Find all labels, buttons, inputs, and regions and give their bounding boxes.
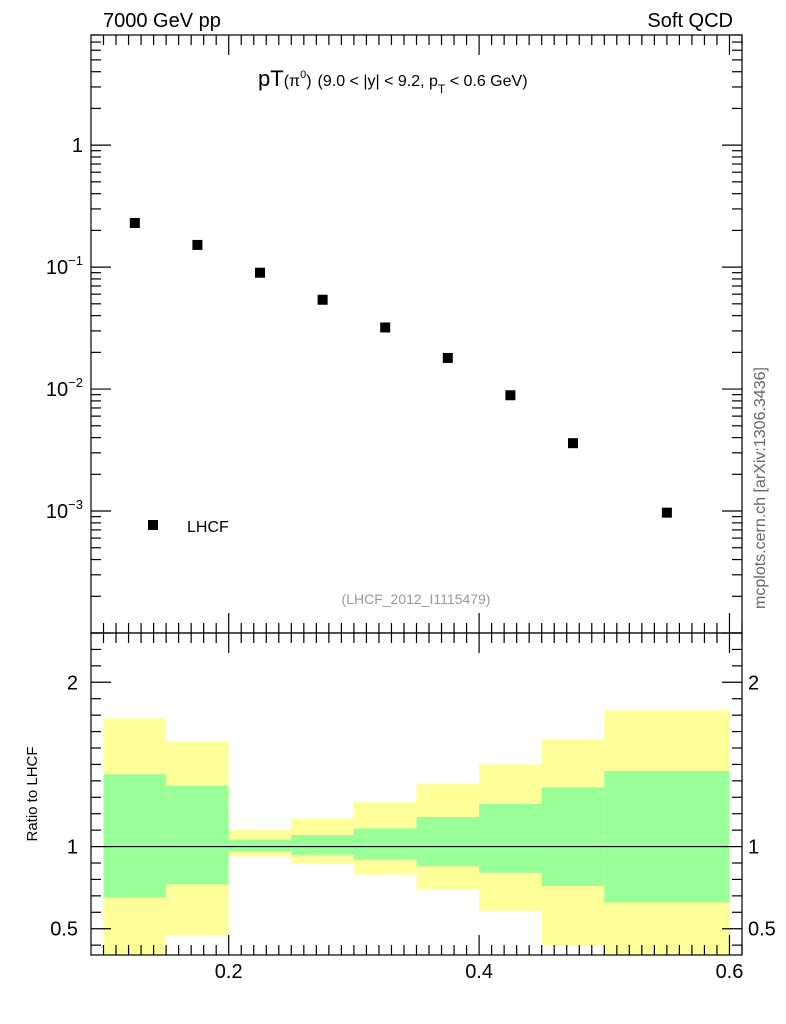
- ratio-band-inner-group: [103, 771, 730, 903]
- header-right-title: Soft QCD: [647, 10, 733, 32]
- x-tick-label: 0.6: [716, 961, 744, 983]
- data-point: [505, 390, 516, 401]
- legend-marker: [148, 520, 158, 530]
- main-y-tick-label: 10−3: [46, 497, 83, 523]
- ratio-y-tick-label-left: 0.5: [50, 919, 78, 941]
- ratio-y-axis-label: Ratio to LHCF: [24, 746, 41, 841]
- analysis-tag: (LHCF_2012_I1115479): [342, 591, 491, 607]
- ratio-band-inner-1: [166, 785, 229, 885]
- data-point: [567, 438, 578, 449]
- ratio-x-ticks: 0.2 0.4 0.6: [102, 633, 744, 983]
- main-panel-frame: [90, 34, 743, 634]
- legend-label: LHCF: [187, 519, 229, 536]
- plot-title-particle-sup: 0: [300, 69, 306, 81]
- ratio-band-inner-4: [353, 828, 417, 860]
- plot-title: pT(π0) (9.0 < |y| < 9.2, pT < 0.6 GeV): [258, 66, 528, 96]
- data-point: [380, 322, 391, 333]
- main-y-tick-base: 10: [46, 257, 68, 279]
- data-point: [317, 294, 328, 305]
- ratio-y-tick-label-right: 2: [748, 672, 759, 694]
- main-y-tick-exp: −3: [68, 497, 83, 512]
- ratio-band-inner-7: [541, 787, 605, 886]
- main-y-tick-exp: −1: [68, 253, 83, 268]
- plot-title-particle: (π: [284, 73, 300, 90]
- ratio-band-inner-0: [103, 774, 167, 898]
- ratio-band-inner-5: [416, 817, 480, 867]
- main-y-ticks: 110−110−210−3: [46, 34, 742, 634]
- plot-title-cuts-pre: (9.0 < |y| < 9.2, p: [318, 73, 438, 90]
- plot-title-cuts-post: < 0.6 GeV): [445, 73, 527, 90]
- ratio-y-ticks: 0.5 0.5 1 1 2 2: [50, 632, 776, 946]
- ratio-y-tick-label-left: 2: [67, 672, 78, 694]
- ratio-band-inner-2: [228, 840, 292, 852]
- ratio-band-inner-3: [291, 835, 354, 855]
- plot-title-main: pT: [258, 66, 284, 91]
- ratio-y-tick-label-left: 1: [67, 837, 78, 859]
- main-y-tick-label: 10−1: [46, 253, 83, 279]
- main-y-tick-exp: −2: [68, 375, 83, 390]
- main-y-tick-base: 1: [72, 135, 83, 157]
- main-y-tick-label: 1: [72, 135, 83, 157]
- side-source-label: mcplots.cern.ch [arXiv:1306.3436]: [752, 367, 769, 609]
- main-x-ticks: [102, 35, 743, 633]
- data-point: [192, 239, 203, 250]
- main-y-tick-base: 10: [46, 379, 68, 401]
- x-tick-label: 0.2: [215, 961, 243, 983]
- lhcf-data-markers: [129, 217, 672, 518]
- main-y-tick-base: 10: [46, 501, 68, 523]
- ratio-y-tick-label-right: 1: [748, 837, 759, 859]
- data-point: [255, 267, 266, 278]
- ratio-y-tick-label-right: 0.5: [748, 919, 776, 941]
- data-point: [661, 507, 672, 518]
- plot-title-cuts-sub: T: [438, 82, 446, 96]
- header-left-title: 7000 GeV pp: [103, 10, 221, 32]
- data-point: [442, 352, 453, 363]
- main-y-tick-label: 10−2: [46, 375, 83, 401]
- ratio-band-inner-8: [604, 771, 730, 903]
- data-point: [129, 217, 140, 228]
- x-tick-label: 0.4: [465, 961, 493, 983]
- plot-title-particle-close: ): [306, 73, 311, 90]
- ratio-band-inner-6: [479, 803, 542, 873]
